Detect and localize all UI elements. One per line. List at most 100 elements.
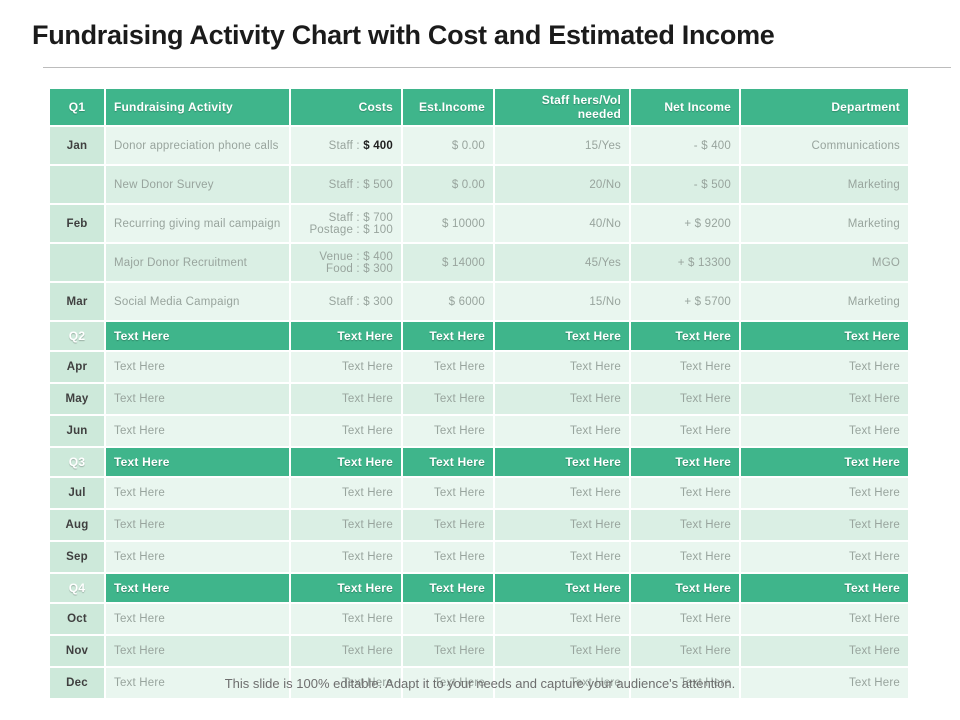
- table-row: Nov Text Here Text Here Text Here Text Here T…: [50, 636, 908, 666]
- staff-vol-cell: 40/No: [495, 205, 629, 242]
- table-row: Jan Donor appreciation phone calls Staff :…: [50, 127, 908, 164]
- activity-cell: Text Here: [106, 352, 289, 382]
- costs-cell: Staff : $ 500: [291, 166, 401, 203]
- month-label: Jul: [50, 478, 104, 508]
- est-income-cell: $ 14000: [403, 244, 493, 281]
- department-cell: Text Here: [741, 510, 908, 540]
- est-income-cell: $ 6000: [403, 283, 493, 320]
- month-label: Apr: [50, 352, 104, 382]
- costs-cell: Text Here: [291, 478, 401, 508]
- table-row: Oct Text Here Text Here Text Here Text Here T…: [50, 604, 908, 634]
- table-row: Jul Text Here Text Here Text Here Text Here T…: [50, 478, 908, 508]
- department-cell: Text Here: [741, 448, 908, 476]
- activity-cell: Social Media Campaign: [106, 283, 289, 320]
- staff-vol-cell: 45/Yes: [495, 244, 629, 281]
- activity-cell: Text Here: [106, 510, 289, 540]
- staff-vol-cell: Text Here: [495, 542, 629, 572]
- table-row: Aug Text Here Text Here Text Here Text Here T…: [50, 510, 908, 540]
- staff-vol-cell: Text Here: [495, 574, 629, 602]
- activity-cell: Text Here: [106, 574, 289, 602]
- staff-vol-cell: Text Here: [495, 636, 629, 666]
- quarter-row: Q3 Text Here Text Here Text Here Text Here Te…: [50, 448, 908, 476]
- staff-vol-cell: Text Here: [495, 478, 629, 508]
- month-label: Nov: [50, 636, 104, 666]
- header-cell: Department: [741, 89, 908, 125]
- costs-cell: Text Here: [291, 384, 401, 414]
- activity-cell: Text Here: [106, 668, 289, 698]
- department-cell: Text Here: [741, 384, 908, 414]
- header-cell: Fundraising Activity: [106, 89, 289, 125]
- staff-vol-cell: 20/No: [495, 166, 629, 203]
- header-cell: Est.Income: [403, 89, 493, 125]
- staff-vol-cell: Text Here: [495, 416, 629, 446]
- header-cell: Q1: [50, 89, 104, 125]
- staff-vol-cell: Text Here: [495, 448, 629, 476]
- month-label: Sep: [50, 542, 104, 572]
- quarter-row: Q2 Text Here Text Here Text Here Text Here Te…: [50, 322, 908, 350]
- activity-cell: Text Here: [106, 322, 289, 350]
- table-row: Apr Text Here Text Here Text Here Text Here T…: [50, 352, 908, 382]
- est-income-cell: Text Here: [403, 574, 493, 602]
- quarter-row: Q4 Text Here Text Here Text Here Text Here Te…: [50, 574, 908, 602]
- est-income-cell: $ 10000: [403, 205, 493, 242]
- costs-cell: Text Here: [291, 448, 401, 476]
- costs-cell: Text Here: [291, 416, 401, 446]
- department-cell: Text Here: [741, 542, 908, 572]
- month-label: [50, 166, 104, 203]
- department-cell: Text Here: [741, 636, 908, 666]
- est-income-cell: Text Here: [403, 416, 493, 446]
- month-label: May: [50, 384, 104, 414]
- net-income-cell: Text Here: [631, 416, 739, 446]
- est-income-cell: Text Here: [403, 636, 493, 666]
- staff-vol-cell: Text Here: [495, 322, 629, 350]
- staff-vol-cell: Text Here: [495, 384, 629, 414]
- activity-cell: Recurring giving mail campaign: [106, 205, 289, 242]
- net-income-cell: - $ 400: [631, 127, 739, 164]
- month-label: [50, 244, 104, 281]
- net-income-cell: Text Here: [631, 604, 739, 634]
- month-label: Aug: [50, 510, 104, 540]
- est-income-cell: Text Here: [403, 668, 493, 698]
- est-income-cell: Text Here: [403, 510, 493, 540]
- page-title: Fundraising Activity Chart with Cost and…: [32, 20, 775, 50]
- month-label: Dec: [50, 668, 104, 698]
- costs-cell: Venue : $ 400 Food : $ 300: [291, 244, 401, 281]
- quarter-label: Q3: [50, 448, 104, 476]
- est-income-cell: $ 0.00: [403, 166, 493, 203]
- activity-cell: Text Here: [106, 604, 289, 634]
- net-income-cell: Text Here: [631, 668, 739, 698]
- month-label: Feb: [50, 205, 104, 242]
- costs-cell: Text Here: [291, 668, 401, 698]
- costs-cell: Text Here: [291, 636, 401, 666]
- est-income-cell: Text Here: [403, 448, 493, 476]
- costs-cell: Text Here: [291, 604, 401, 634]
- est-income-cell: Text Here: [403, 542, 493, 572]
- activity-cell: Text Here: [106, 478, 289, 508]
- est-income-cell: Text Here: [403, 322, 493, 350]
- costs-cell: Staff : $ 300: [291, 283, 401, 320]
- department-cell: Marketing: [741, 166, 908, 203]
- quarter-label: Q4: [50, 574, 104, 602]
- department-cell: Marketing: [741, 283, 908, 320]
- net-income-cell: Text Here: [631, 448, 739, 476]
- month-label: Jun: [50, 416, 104, 446]
- staff-vol-cell: Text Here: [495, 352, 629, 382]
- net-income-cell: Text Here: [631, 384, 739, 414]
- net-income-cell: Text Here: [631, 574, 739, 602]
- table-row: Feb Recurring giving mail campaign Staff :…: [50, 205, 908, 242]
- title-divider: [43, 67, 951, 68]
- table-header-row: Q1 Fundraising Activity Costs Est.Income Sta…: [50, 89, 908, 125]
- footer-note: This slide is 100% editable. Adapt it to…: [224, 676, 736, 691]
- costs-cell: Text Here: [291, 510, 401, 540]
- table-row: Mar Social Media Campaign Staff : $ 300 $ 6…: [50, 283, 908, 320]
- activity-cell: Text Here: [106, 416, 289, 446]
- net-income-cell: + $ 9200: [631, 205, 739, 242]
- net-income-cell: Text Here: [631, 478, 739, 508]
- department-cell: Text Here: [741, 416, 908, 446]
- staff-vol-cell: 15/Yes: [495, 127, 629, 164]
- est-income-cell: Text Here: [403, 478, 493, 508]
- table-row: New Donor Survey Staff : $ 500 $ 0.00 20/No…: [50, 166, 908, 203]
- table-row: Sep Text Here Text Here Text Here Text Here T…: [50, 542, 908, 572]
- staff-vol-cell: Text Here: [495, 604, 629, 634]
- net-income-cell: Text Here: [631, 352, 739, 382]
